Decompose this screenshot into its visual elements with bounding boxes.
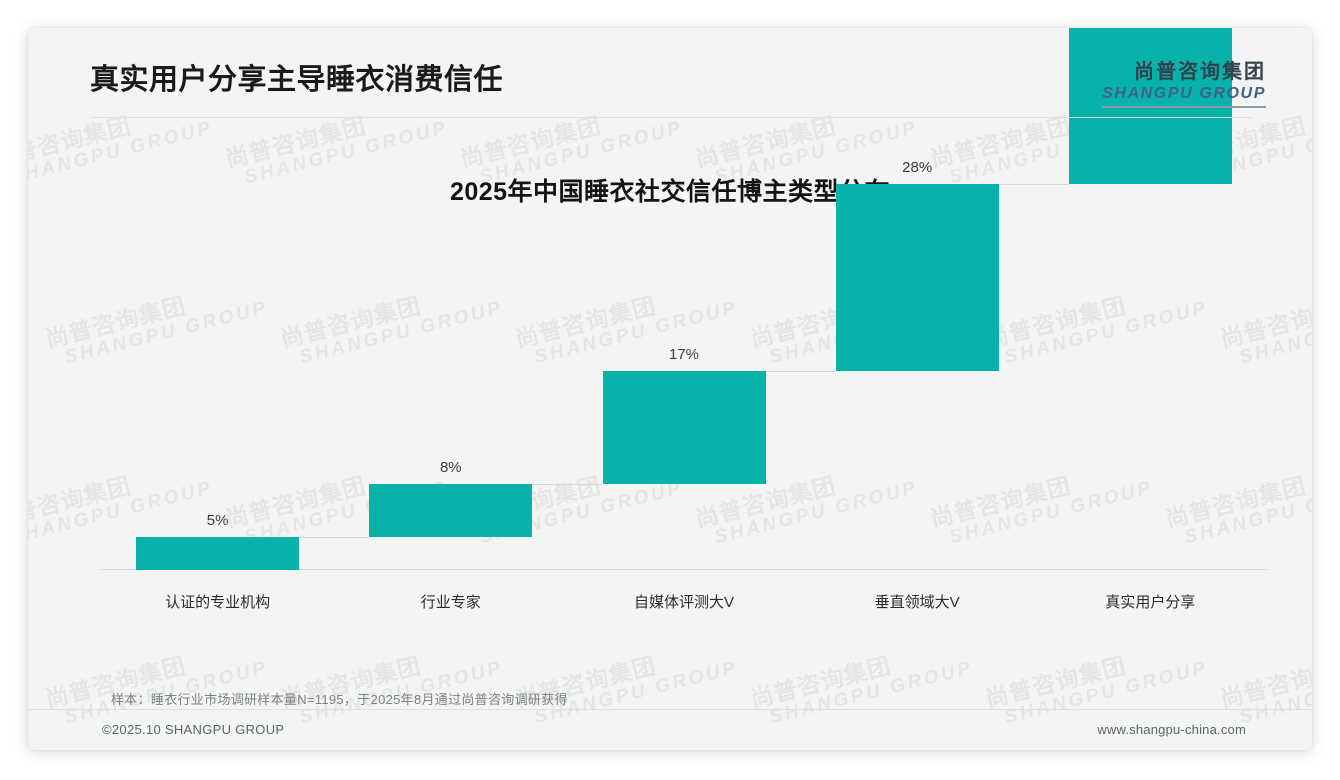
header-divider [90,117,1252,118]
slide-footer: ©2025.10 SHANGPU GROUP www.shangpu-china… [28,710,1312,750]
logo-underline [1102,106,1266,109]
chart-bar [1068,28,1232,185]
page-title: 真实用户分享主导睡衣消费信任 [90,64,504,96]
chart-bar [369,483,533,537]
chart-category-label: 真实用户分享 [1105,594,1196,611]
chart-bar-value-label: 8% [439,458,462,476]
footer-copyright: ©2025.10 SHANGPU GROUP [102,722,285,737]
brand-logo: 尚普咨询集团 SHANGPU GROUP [1102,61,1266,109]
logo-english-text: SHANGPU GROUP [1102,85,1266,102]
chart-bar [136,536,300,570]
chart-waterfall-connector [998,184,1069,186]
chart-category-label: 认证的专业机构 [165,594,271,611]
chart-category-label: 自媒体评测大V [633,594,734,611]
chart-title: 2025年中国睡衣社交信任博主类型分布 [449,178,891,206]
slide-canvas: 尚普咨询集团 SHANGPU GROUP 尚普咨询集团 SHANGPU GROUP 尚普… [28,28,1312,750]
chart-bar-value-label: 5% [206,511,229,529]
footer-divider [28,709,1312,710]
chart-category-label: 垂直领域大V [874,594,960,611]
chart-footnote: 样本：睡衣行业市场调研样本量N=1195，于2025年8月通过尚普咨询调研获得 [111,692,568,707]
chart-bar-value-label: 28% [902,159,933,177]
chart-bar [835,184,999,371]
chart-waterfall-connector [299,536,370,538]
slide-header: 真实用户分享主导睡衣消费信任 尚普咨询集团 SHANGPU GROUP [28,28,1312,118]
chart-bar [602,370,766,484]
footer-website[interactable]: www.shangpu-china.com [1097,722,1246,737]
chart-waterfall-connector [765,370,836,372]
chart-baseline-axis [101,569,1267,570]
logo-chinese-text: 尚普咨询集团 [1134,61,1266,83]
chart-waterfall-connector [532,483,603,485]
chart-area: 2025年中国睡衣社交信任博主类型分布 5% 认证的专业机构 8% 行业专家 17% 自媒… [28,28,1312,658]
chart-plot: 5%认证的专业机构8%行业专家17%自媒体评测大V28%垂直领域大V42%真实用… [73,28,1273,618]
chart-category-label: 行业专家 [420,594,481,611]
chart-bar-value-label: 17% [668,345,700,363]
